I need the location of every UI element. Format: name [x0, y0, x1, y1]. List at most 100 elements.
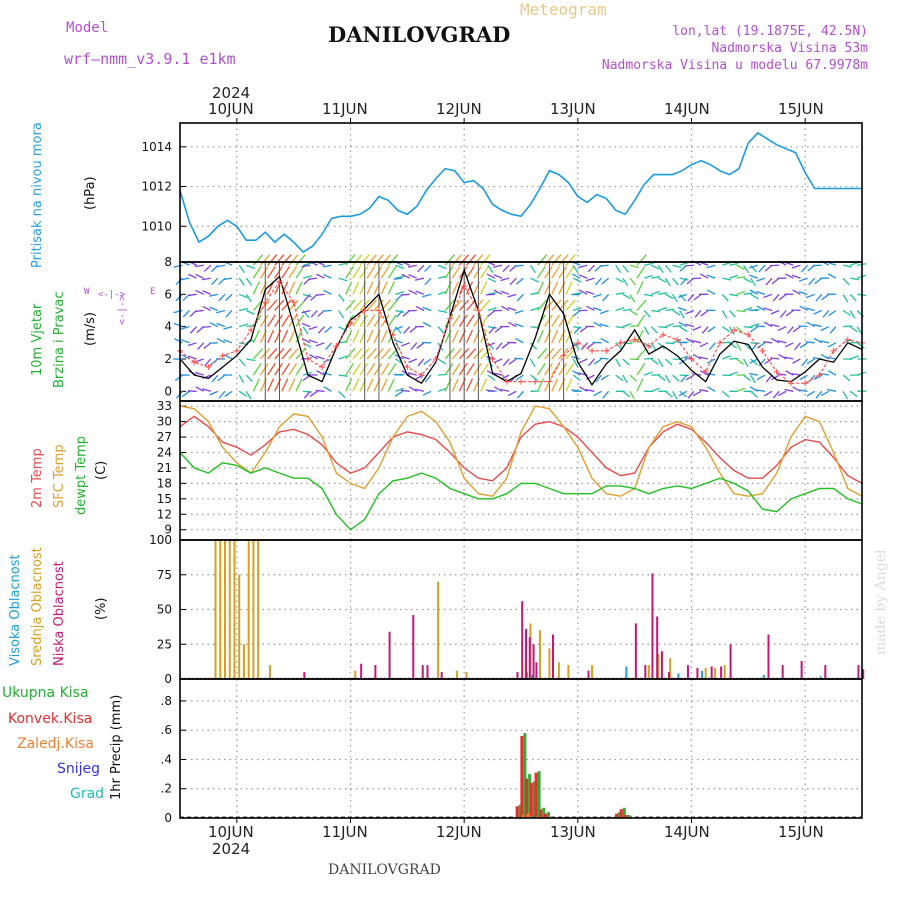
- cloud-low-bar: [767, 634, 770, 679]
- cloud-low-bar: [800, 660, 803, 679]
- wind-arrow: [537, 254, 548, 266]
- cloud-mid-bar: [465, 672, 468, 679]
- wind-arrow: [530, 277, 539, 283]
- wind-arrow: [225, 310, 233, 318]
- cloud-low-bar: [696, 667, 699, 679]
- wind-arrow: [813, 337, 823, 344]
- wind-arrow: [451, 254, 463, 266]
- wind-arrow: [622, 277, 629, 287]
- wind-arrow: [417, 358, 425, 367]
- wind-arrow: [245, 277, 253, 286]
- wind-arrow: [636, 254, 647, 266]
- wind-arrow: [722, 261, 732, 266]
- cloud-high-bar: [701, 670, 704, 679]
- pressure-line: [179, 131, 862, 254]
- wind-arrow: [687, 293, 695, 302]
- wind-gust-marker: [248, 326, 255, 333]
- wind-arrow: [756, 290, 766, 295]
- wind-arrow: [536, 329, 545, 344]
- cloud-mid-bar: [228, 540, 231, 679]
- wind-arrow: [615, 358, 621, 368]
- wind-arrow: [856, 342, 865, 349]
- wind-arrow: [729, 371, 739, 376]
- wind-arrow: [373, 314, 383, 328]
- wind-arrow: [394, 390, 403, 397]
- precip-strat-bar: [526, 813, 530, 818]
- cloud-low-bar: [668, 672, 671, 679]
- wind-arrow: [622, 342, 632, 345]
- wind-arrow: [201, 326, 211, 328]
- wind-arrow: [571, 356, 581, 360]
- wind-arrow: [571, 389, 581, 392]
- wind-arrow: [451, 266, 461, 279]
- y-tick-label: 12: [157, 507, 172, 521]
- wind-arrow: [259, 314, 269, 328]
- wind-arrow: [493, 386, 503, 392]
- wind-gust-marker: [518, 378, 524, 385]
- wind-arrow: [380, 378, 388, 392]
- wind-arrow: [301, 322, 311, 328]
- wind-arrow: [500, 388, 510, 392]
- wind-arrow: [387, 314, 397, 328]
- wind-arrow: [588, 358, 595, 367]
- wind-arrow: [267, 314, 276, 328]
- y-tick-label: 1012: [141, 180, 172, 194]
- cloud-low-bar: [710, 666, 713, 679]
- wind-arrow: [856, 326, 863, 335]
- wind-arrow: [592, 293, 602, 298]
- wind-arrow: [565, 378, 573, 392]
- wind-arrow: [587, 264, 595, 273]
- y-tick-label: 0: [164, 672, 172, 686]
- wind-arrow: [636, 281, 644, 295]
- wind-arrow: [801, 264, 809, 273]
- wind-speed-line: [179, 268, 863, 386]
- wind-arrow: [664, 374, 671, 384]
- wind-arrow: [295, 254, 306, 266]
- wind-arrow: [736, 290, 746, 295]
- wind-gust-marker: [830, 347, 837, 354]
- wind-arrow: [203, 342, 212, 350]
- wind-arrow: [665, 308, 675, 312]
- wind-arrow: [827, 370, 837, 376]
- wind-arrow: [615, 277, 625, 283]
- wind-arrow: [849, 326, 858, 333]
- dewpt-line: [179, 452, 863, 531]
- panel-frame: [179, 122, 863, 263]
- y-tick-label: 0: [164, 384, 172, 398]
- wind-arrow: [592, 341, 602, 344]
- y-tick-label: .8: [161, 694, 172, 708]
- wind-arrow: [792, 289, 801, 295]
- wind-arrow: [395, 264, 405, 270]
- wind-arrow: [502, 358, 510, 367]
- wind-arrow: [345, 266, 354, 279]
- wind-arrow: [274, 266, 283, 279]
- wind-arrow: [352, 281, 360, 295]
- wind-arrow: [665, 293, 674, 300]
- compass-w: W: [84, 287, 90, 297]
- wind-arrow: [500, 305, 510, 312]
- wind-arrow: [317, 326, 325, 334]
- y-tick-label: 6: [164, 287, 172, 301]
- wind-arrow: [444, 266, 454, 279]
- wind-gust-marker: [262, 299, 269, 306]
- wind-arrow: [295, 281, 303, 295]
- cloud-low-bar: [587, 670, 590, 679]
- wind-arrow: [487, 277, 497, 283]
- precip-legend-hail: Grad: [70, 786, 105, 802]
- wind-arrow: [400, 293, 410, 296]
- wind-gust-marker: [347, 320, 354, 327]
- wind-arrow: [437, 387, 447, 392]
- wind-gust-markers: [177, 278, 865, 387]
- cloud-high-bar: [530, 674, 533, 679]
- wind-arrow: [301, 264, 311, 268]
- wind-arrow: [777, 326, 787, 332]
- wind-arrow: [466, 254, 477, 266]
- wind-arrow: [202, 290, 212, 295]
- wind-gust-marker: [276, 278, 283, 285]
- wind-arrow: [387, 281, 395, 295]
- wind-arrow: [514, 357, 524, 360]
- wind-arrow: [493, 289, 503, 295]
- wind-arrow: [565, 363, 575, 376]
- cloud-mid-bar: [268, 665, 271, 679]
- wind-arrow: [755, 389, 766, 392]
